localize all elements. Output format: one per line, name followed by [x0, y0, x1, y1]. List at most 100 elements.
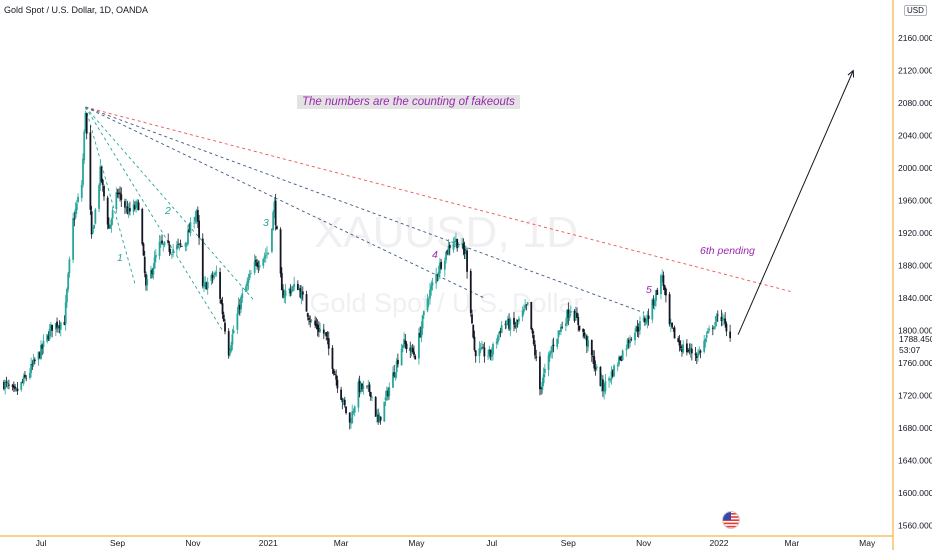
candle	[506, 315, 509, 326]
time-axis[interactable]: Jul Sep Nov 2021 Mar May Jul Sep Nov 2022 Mar May	[0, 535, 893, 548]
candle	[379, 416, 382, 425]
candle	[334, 371, 336, 376]
candle	[531, 327, 534, 338]
candle	[627, 337, 630, 350]
projection-arrow[interactable]	[737, 70, 854, 335]
candle	[280, 267, 283, 291]
candle	[124, 198, 126, 214]
candle	[257, 260, 260, 274]
candle	[100, 166, 103, 184]
price-axis[interactable]: 1560.000 1600.000 1640.000 1680.000 1720.000…	[892, 0, 932, 550]
candle	[455, 232, 457, 247]
candle	[661, 269, 664, 283]
candle	[463, 241, 466, 259]
candle	[54, 323, 57, 336]
candle	[688, 343, 691, 355]
candle	[327, 331, 330, 356]
candle	[172, 243, 175, 258]
candle	[266, 246, 268, 259]
candle	[557, 330, 560, 344]
candle	[188, 223, 191, 233]
candle	[462, 238, 465, 256]
candle	[599, 366, 602, 387]
currency-badge[interactable]: USD	[904, 5, 927, 16]
candle	[652, 295, 655, 309]
candle	[5, 376, 8, 388]
candle	[168, 241, 171, 256]
candle	[583, 329, 586, 339]
candle	[724, 312, 727, 328]
candle	[578, 325, 581, 332]
time-tick-label: 2022	[710, 538, 729, 548]
candle	[222, 311, 225, 323]
fakeout-label-4: 4	[432, 249, 438, 261]
candle	[362, 380, 365, 395]
candle	[681, 344, 683, 357]
us-flag-icon[interactable]	[722, 511, 740, 529]
candle	[437, 265, 440, 281]
candle	[198, 215, 200, 245]
candle	[229, 348, 231, 357]
candle	[629, 335, 631, 348]
candle	[231, 328, 234, 351]
candle	[163, 241, 166, 248]
candle	[283, 289, 286, 303]
candle	[366, 385, 368, 389]
candle	[516, 319, 519, 328]
candle	[550, 346, 552, 359]
candle	[414, 354, 417, 360]
candle	[206, 277, 209, 295]
candle	[41, 343, 44, 356]
candle	[690, 343, 693, 361]
candle	[108, 217, 110, 229]
candle	[369, 391, 372, 401]
price-tick-label: 1840.000	[898, 293, 932, 303]
candle	[438, 257, 441, 280]
candle	[141, 207, 144, 246]
candle	[210, 273, 213, 286]
candle	[14, 383, 16, 392]
candle	[94, 207, 97, 225]
candle	[395, 358, 398, 379]
candle	[577, 313, 580, 332]
candle	[56, 317, 58, 333]
candle	[158, 234, 161, 260]
candle	[668, 291, 671, 327]
candle	[642, 311, 645, 323]
candle	[464, 245, 467, 260]
candle	[309, 315, 312, 328]
candle	[505, 320, 508, 329]
fan-line-4[interactable]	[85, 106, 254, 300]
candle	[162, 242, 165, 252]
candle	[77, 193, 79, 204]
fakeout-label-2: 2	[164, 205, 171, 217]
candle	[551, 339, 554, 359]
watermark-description: Gold Spot / U.S. Dollar	[309, 288, 582, 318]
candle	[721, 312, 724, 326]
candle	[489, 349, 492, 361]
candle	[290, 286, 293, 296]
candle	[110, 217, 113, 233]
bar-countdown: 53:07	[899, 345, 921, 355]
candle	[325, 331, 328, 341]
candle	[273, 197, 276, 219]
candle	[195, 208, 198, 224]
time-tick-label: Mar	[334, 538, 349, 548]
candle	[397, 353, 399, 368]
fan-line-6[interactable]	[85, 106, 136, 284]
candle	[315, 317, 318, 330]
price-tick-label: 1720.000	[898, 391, 932, 401]
candle	[410, 344, 413, 357]
candle	[574, 306, 577, 321]
fan-line-5[interactable]	[85, 106, 223, 331]
fan-line-1[interactable]	[85, 106, 791, 292]
candle	[267, 252, 270, 256]
fan-line-3[interactable]	[85, 106, 485, 299]
candle	[245, 284, 247, 293]
candle	[136, 199, 139, 211]
candle	[672, 327, 675, 332]
candle	[626, 338, 629, 350]
candle	[689, 343, 692, 358]
